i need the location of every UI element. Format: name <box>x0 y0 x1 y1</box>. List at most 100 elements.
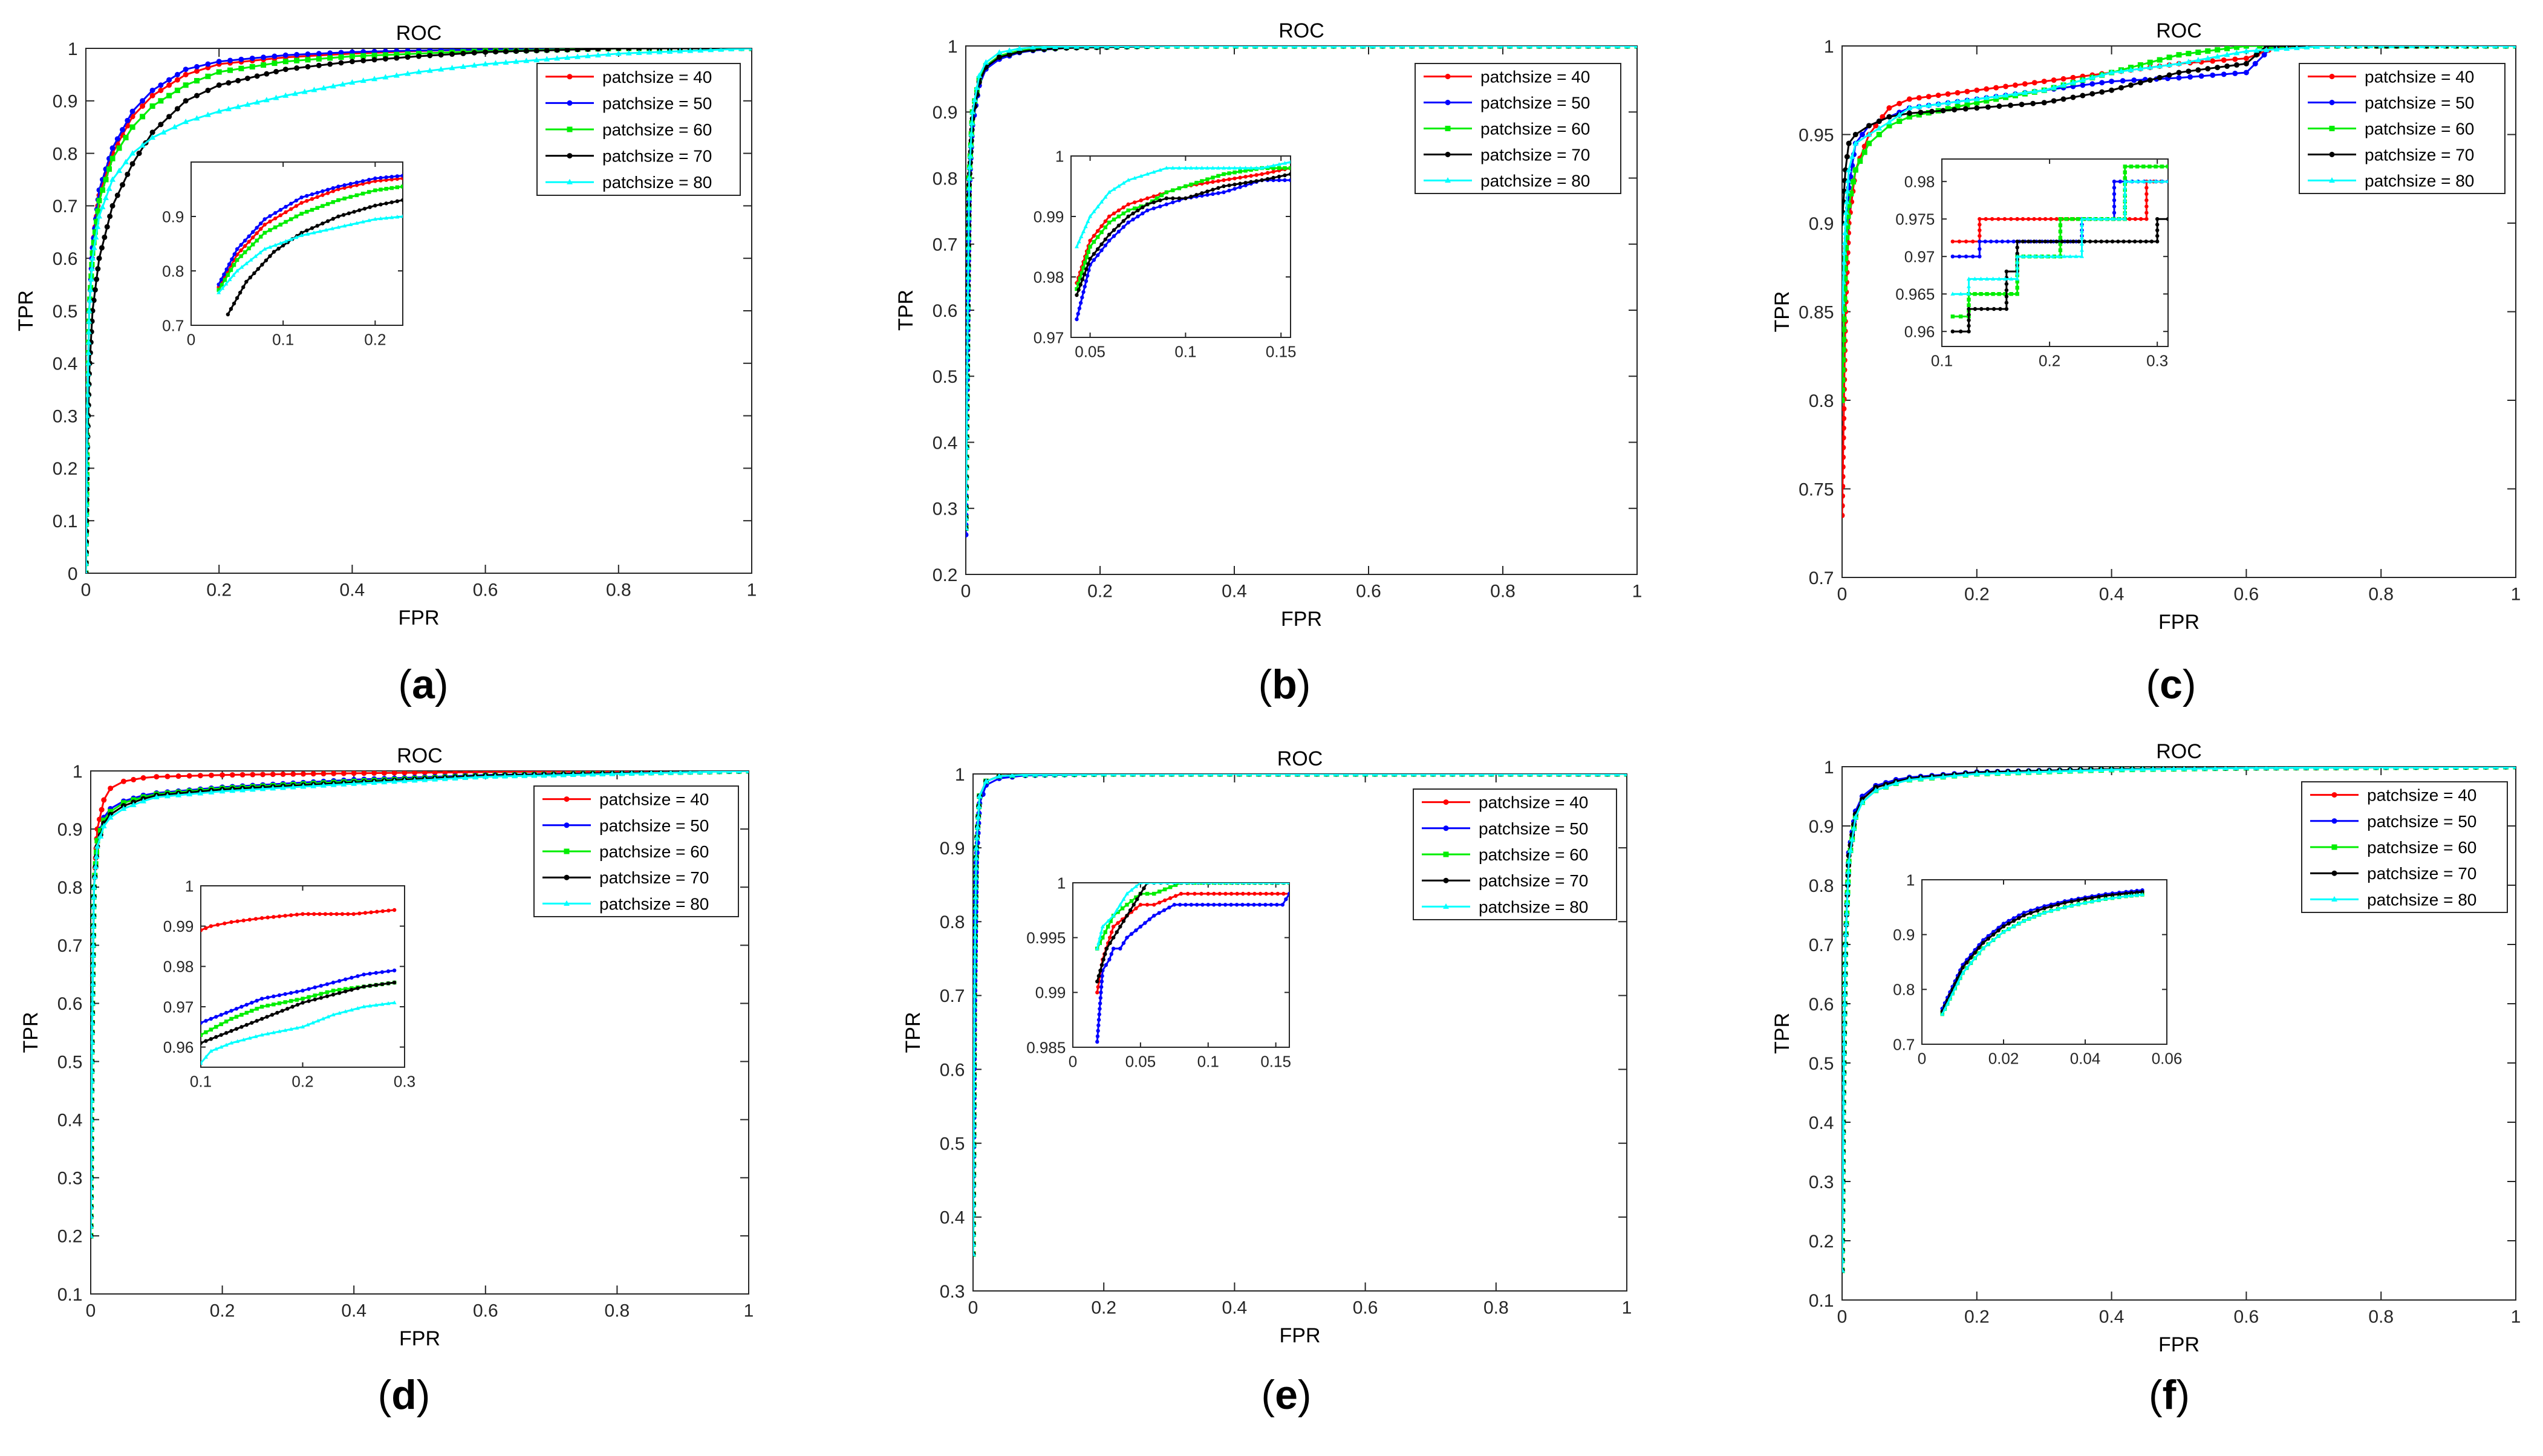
panel-b-inset-series-80-marker <box>1132 175 1137 180</box>
panel-c-main-series-70-marker <box>1985 104 1991 110</box>
panel-d-main-series-80-marker <box>638 771 645 776</box>
panel-a-inset-series-60-marker <box>294 214 299 219</box>
panel-c-inset-series-50-marker <box>2112 186 2117 190</box>
panel-f-main-series-80-marker <box>1842 1198 1846 1204</box>
panel-e-inset-series-40-marker <box>1145 903 1150 907</box>
panel-c-inset-series-60-marker <box>2058 223 2063 227</box>
panel-c-inset-series-80-marker <box>2123 204 2128 209</box>
panel-a-inset-series-50-marker <box>354 180 359 184</box>
panel-d-inset-series-80-marker <box>331 1012 336 1016</box>
panel-f-main-series-80-marker <box>1842 1030 1848 1036</box>
panel-c-inset-series-70-marker <box>2043 239 2048 244</box>
panel-e-inset-series-60-marker <box>1105 925 1110 929</box>
panel-e-main-series-80-marker <box>1595 774 1601 776</box>
panel-e-main-series-80-marker <box>1584 774 1591 776</box>
panel-d-inset-series-50-marker <box>307 987 311 991</box>
panel-d-inset-series-50-marker <box>209 1016 213 1021</box>
panel-a-legend-marker <box>567 74 573 80</box>
panel-b-main-series-80-marker <box>1379 46 1386 48</box>
panel-e-inset-series-50-marker <box>1118 946 1122 951</box>
panel-b-inset-series-50-marker <box>1080 295 1084 300</box>
panel-a-main-series-60-marker <box>123 135 129 141</box>
panel-e-main-series-80-marker <box>1333 774 1340 776</box>
panel-c-main-series-40-marker <box>2232 56 2238 62</box>
panel-c-inset-series-80-marker <box>2039 254 2043 258</box>
panel-a-inset-series-50-marker <box>305 193 309 198</box>
panel-c-main-series-80-marker <box>2273 46 2280 52</box>
panel-a-y-axis-label: TPR <box>15 290 37 331</box>
panel-c-inset-series-50-marker <box>1978 239 1982 244</box>
panel-d-inset-series-80-marker <box>310 1020 315 1025</box>
panel-a-inset-series-40-marker <box>239 248 243 253</box>
panel-c-inset-series-70-marker <box>2116 239 2120 244</box>
panel-e-inset-series-40-marker <box>1193 891 1197 896</box>
panel-a-inset-series-60-marker <box>348 195 353 199</box>
panel-b-inset-series-70-marker <box>1243 181 1248 185</box>
panel-a-inset-series-60-marker <box>342 197 347 201</box>
panel-a-main-series-70-marker <box>282 67 288 73</box>
panel-a-main-series-70-marker <box>194 93 200 99</box>
panel-a-inset-series-80-marker <box>224 281 229 286</box>
panel-a-inset-series-60-marker <box>247 246 251 250</box>
panel-a-inset-series-40-marker <box>247 239 251 244</box>
panel-d-inset-series-60-marker <box>277 1001 282 1006</box>
panel-a-title: ROC <box>396 22 442 45</box>
panel-d-main-series-80-marker <box>208 788 215 795</box>
panel-c-inset-series-40-marker <box>1990 217 1994 221</box>
panel-b-inset-series-50-marker <box>1126 220 1130 225</box>
panel-c-inset-series-40-marker <box>2020 217 2025 221</box>
panel-c-main-series-40-marker <box>1984 86 1990 92</box>
panel-a-inset-series-60-marker <box>232 263 236 267</box>
panel-b-main-series-80-marker <box>966 343 971 349</box>
panel-d-main-y-tick-label: 0.8 <box>57 878 83 898</box>
panel-c-main-series-40-marker <box>2070 74 2076 80</box>
panel-c-inset-series-80-marker <box>1950 291 1955 296</box>
panel-b-inset-series-60-marker <box>1099 230 1104 235</box>
panel-f-main-series-80-marker <box>2170 767 2177 772</box>
panel-d-legend-item: patchsize = 70 <box>542 868 709 887</box>
panel-c-main-series-40-marker <box>2012 82 2018 88</box>
panel-e-main-series-80-marker <box>973 1082 977 1088</box>
panel-c-main-series-80-marker <box>1973 96 1980 102</box>
panel-d-main-series-80-marker <box>462 774 469 780</box>
panel-a-main-y-tick-label: 0 <box>68 564 78 584</box>
panel-e-main-series-80-marker <box>1139 774 1146 776</box>
panel-b-inset-series-50-marker <box>1216 191 1220 195</box>
panel-a-main-series-80-marker <box>86 328 92 334</box>
panel-e-main-series-80-marker <box>1071 774 1078 777</box>
panel-e-inset-series-80-marker <box>1247 883 1252 885</box>
panel-a-inset-series-50-marker <box>360 179 365 183</box>
panel-d-inset-series-60-marker <box>272 1002 276 1007</box>
panel-c-main-series-60-marker <box>2268 46 2274 49</box>
panel-d-legend-marker <box>564 796 570 802</box>
panel-c-main-series-70-marker <box>1952 106 1958 112</box>
panel-d-inset-series-70-marker <box>313 997 317 1002</box>
panel-a-inset-series-80-marker <box>360 219 365 224</box>
panel-a-inset-series-40-marker <box>259 227 263 231</box>
panel-e-inset-series-70-marker <box>1125 914 1129 918</box>
panel-a-inset-series-80-marker <box>395 215 400 219</box>
panel-e-main-series-80-marker <box>973 1181 977 1187</box>
panel-d-main-series-80-marker <box>91 883 97 889</box>
panel-c-main-x-tick-label: 0.4 <box>2099 585 2125 605</box>
panel-a-main-series-50-marker <box>261 54 267 60</box>
panel-e-inset-series-60-marker <box>1129 899 1134 903</box>
panel-f-main-series-80-marker <box>1842 1227 1846 1233</box>
panel-d-main-series-40-marker <box>361 771 367 776</box>
panel-b-inset-series-60-marker <box>1112 217 1116 222</box>
panel-d-main-series-80-marker <box>570 772 576 778</box>
panel-a-main-series-50-marker <box>349 49 355 55</box>
panel-b-main-series-80-marker <box>1124 46 1130 49</box>
panel-c-inset-series-80-marker <box>2080 235 2085 239</box>
panel-c-inset-axes-box <box>1941 158 2169 347</box>
panel-a-main-y-tick-label: 0.8 <box>53 144 78 164</box>
panel-e-inset-series-50-marker <box>1189 903 1193 907</box>
panel-a-inset-series-70-marker <box>264 258 269 262</box>
panel-c-main-series-40-marker <box>1897 100 1903 106</box>
panel-c-inset-series-50-marker <box>1971 255 1975 259</box>
panel-b-inset-x-tick-label: 0.15 <box>1266 343 1297 361</box>
panel-f-main-y-tick-label: 0.8 <box>1809 876 1834 896</box>
panel-f-main-series-80-marker <box>1847 847 1854 853</box>
panel-c-inset-series-70-marker <box>2037 239 2042 244</box>
panel-e-inset-series-80-marker <box>1202 883 1206 885</box>
